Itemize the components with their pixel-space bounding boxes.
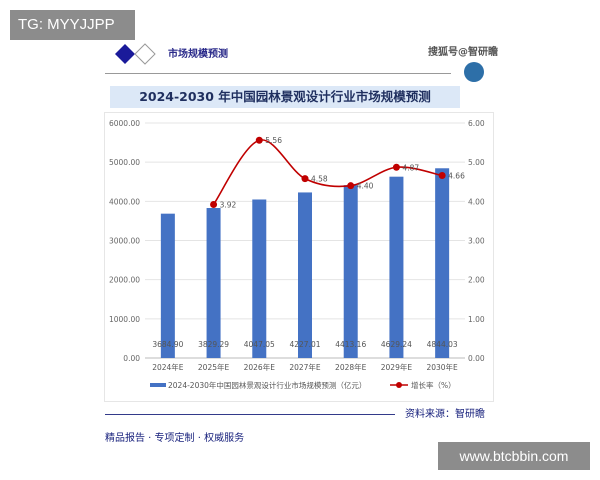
legend-line-marker [396,382,402,388]
right-tick-label: 0.00 [468,354,485,363]
bar-data-label: 4047.05 [244,340,275,349]
x-tick-label: 2026年E [244,362,276,372]
legend-bar-label: 2024-2030年中国园林景观设计行业市场规模预测（亿元） [168,380,366,390]
growth-data-label: 3.92 [220,200,237,209]
divider [105,414,395,415]
growth-point [255,136,263,144]
growth-point [210,200,218,208]
x-tick-label: 2027年E [289,362,321,372]
left-tick-label: 6000.00 [109,119,140,128]
growth-point [301,175,309,183]
growth-data-label: 4.40 [357,182,374,191]
right-tick-label: 4.00 [468,197,485,206]
growth-point [438,171,446,179]
right-tick-label: 3.00 [468,237,485,246]
section-title: 市场规模预测 [168,49,228,60]
bar-data-label: 4413.16 [335,340,366,349]
left-tick-label: 1000.00 [109,315,140,324]
bar [298,192,312,358]
bar [252,199,267,358]
growth-data-label: 5.56 [265,136,282,145]
growth-data-label: 4.58 [311,175,328,184]
right-tick-label: 2.00 [468,276,485,285]
bar [389,176,404,358]
right-tick-label: 1.00 [468,315,485,324]
bar [343,185,358,358]
growth-point [347,182,355,190]
left-tick-label: 2000.00 [109,276,140,285]
bar-data-label: 4227.01 [289,340,320,349]
divider [105,73,451,74]
right-tick-label: 6.00 [468,119,485,128]
legend-bar-swatch [150,383,166,387]
left-tick-label: 5000.00 [109,158,140,167]
brand-logo-icon [464,62,484,82]
bar [160,213,175,358]
x-tick-label: 2025年E [198,362,230,372]
left-tick-label: 0.00 [123,354,140,363]
bar-data-label: 3684.90 [152,340,183,349]
legend-line-label: 增长率（%） [411,380,456,390]
left-tick-label: 4000.00 [109,197,140,206]
overlay-tag: TG: MYYJJPP [10,10,135,40]
bar-data-label: 4844.03 [427,340,458,349]
diamond-logo-icon [115,43,156,65]
x-tick-label: 2028年E [335,362,367,372]
tagline: 精品报告 · 专项定制 · 权威服务 [105,433,245,444]
watermark: 搜狐号@智研瞻 [428,47,498,58]
overlay-site: www.btcbbin.com [438,442,590,470]
x-tick-label: 2029年E [381,362,413,372]
right-tick-label: 5.00 [468,158,485,167]
bar-data-label: 4629.24 [381,340,412,349]
x-tick-label: 2024年E [152,362,184,372]
growth-data-label: 4.66 [448,171,465,180]
x-tick-label: 2030年E [426,362,458,372]
bar-data-label: 3829.29 [198,340,229,349]
source-text: 资料来源：智研瞻 [405,409,485,420]
growth-point [392,163,400,171]
growth-data-label: 4.87 [402,163,419,172]
chart-title: 2024-2030 年中国园林景观设计行业市场规模预测 [110,86,460,108]
chart-frame [104,112,494,402]
bar [206,208,221,358]
left-tick-label: 3000.00 [109,237,140,246]
bar [435,168,450,358]
